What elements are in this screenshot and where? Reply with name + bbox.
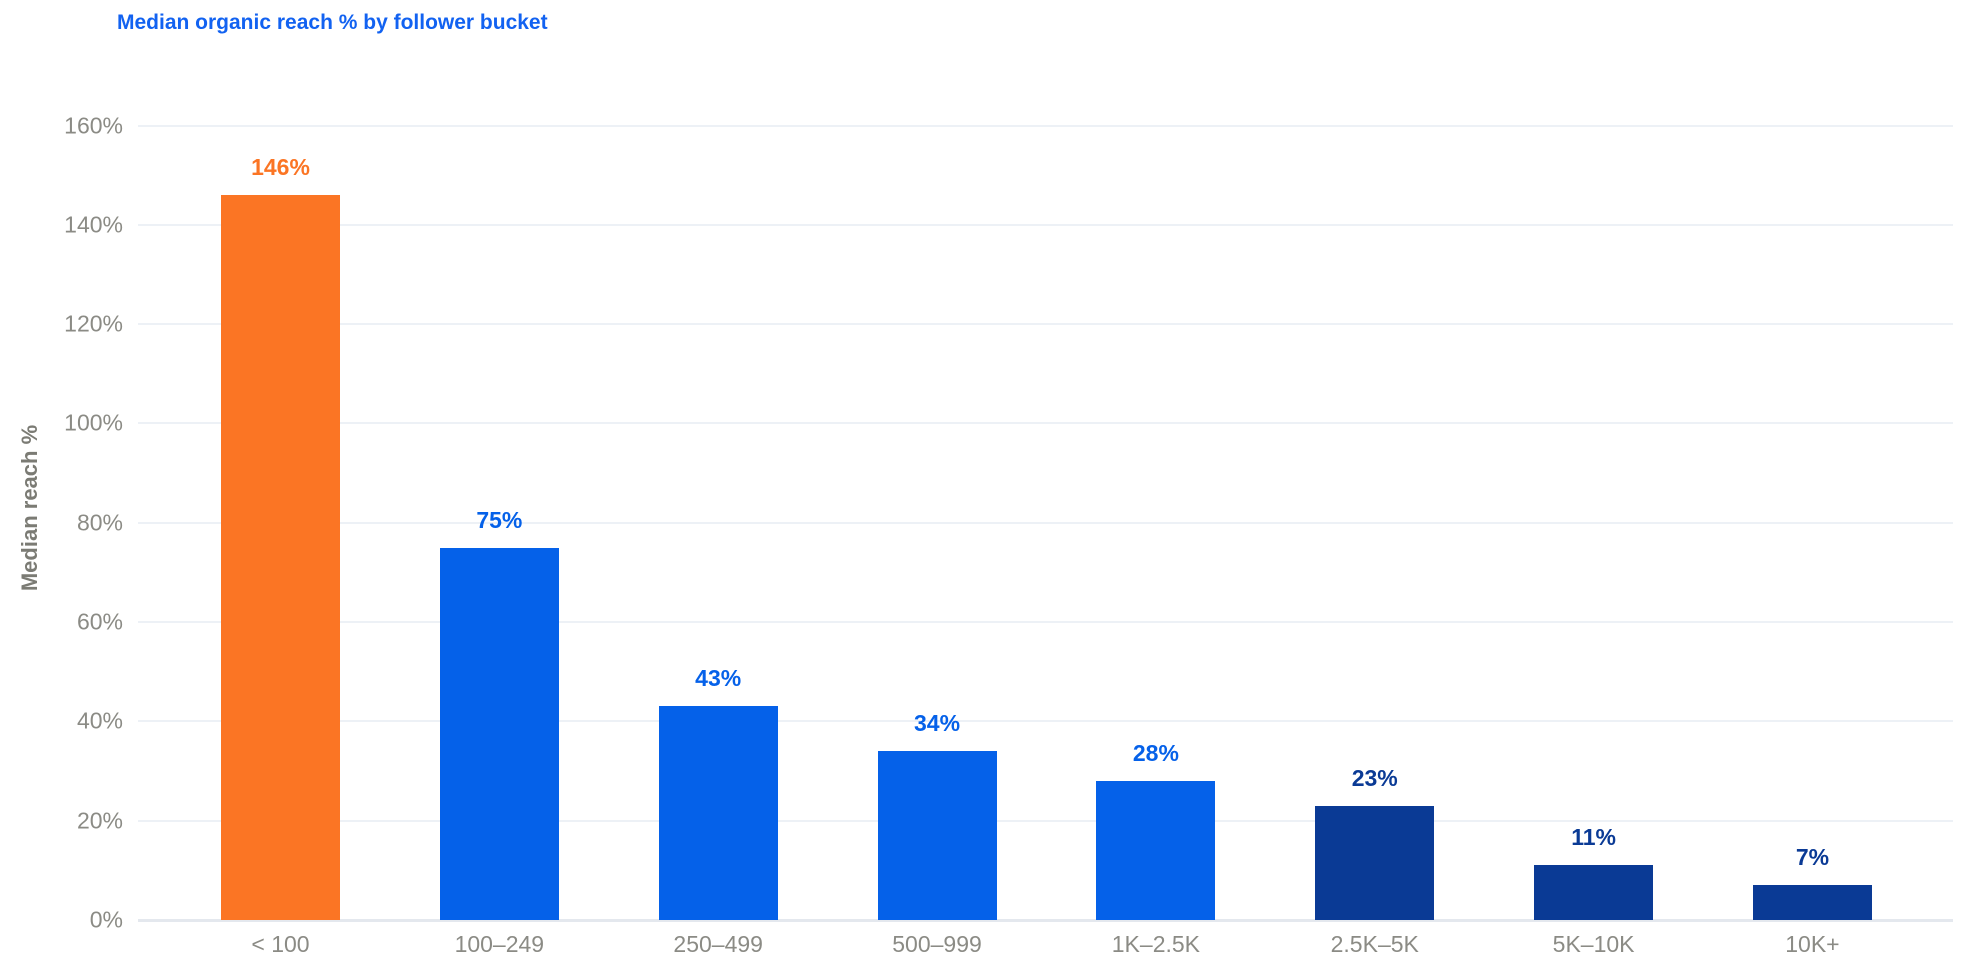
y-tick-label: 60% [76, 608, 123, 635]
x-tick-label: 10K+ [1785, 931, 1840, 957]
x-tick-label: 100–249 [454, 931, 545, 957]
y-tick-label: 100% [64, 409, 123, 436]
y-tick-label: 140% [64, 211, 123, 238]
y-tick-label: 80% [76, 509, 123, 536]
bar-value-label: 28% [1132, 739, 1179, 766]
bar [1534, 865, 1654, 920]
x-tick-label: 250–499 [673, 931, 763, 957]
x-tick-label: < 100 [251, 931, 310, 957]
bar-value-label: 146% [251, 154, 310, 181]
gridline [138, 621, 1953, 624]
x-tick-label: 2.5K–5K [1330, 931, 1419, 957]
gridline [138, 223, 1953, 226]
bar [658, 706, 778, 920]
gridline [138, 124, 1953, 127]
bar [439, 547, 559, 920]
bar [1752, 885, 1872, 920]
x-axis-line [138, 919, 1953, 922]
bar-value-label: 23% [1351, 764, 1398, 791]
bar-value-label: 75% [476, 506, 523, 533]
y-axis-title: Median reach % [17, 424, 42, 592]
bar-value-label: 34% [914, 710, 961, 737]
y-tick-label: 160% [64, 112, 123, 138]
gridline [138, 819, 1953, 822]
gridline [138, 521, 1953, 524]
chart-title: Median organic reach % by follower bucke… [117, 11, 548, 34]
bar [1096, 780, 1216, 920]
gridline [138, 720, 1953, 723]
y-tick-label: 0% [89, 906, 123, 933]
y-tick-label: 120% [64, 310, 123, 337]
bar [877, 751, 997, 920]
bar [1315, 805, 1435, 920]
gridline [138, 323, 1953, 326]
bar [221, 195, 340, 920]
bar-value-label: 11% [1571, 824, 1616, 851]
x-tick-label: 5K–10K [1552, 931, 1635, 957]
x-tick-label: 1K–2.5K [1111, 931, 1201, 957]
y-tick-label: 20% [76, 807, 123, 834]
gridline [138, 422, 1953, 425]
y-tick-label: 40% [76, 707, 123, 734]
x-tick-label: 500–999 [892, 931, 982, 957]
bar-value-label: 43% [695, 665, 742, 692]
bar-value-label: 7% [1795, 844, 1830, 871]
